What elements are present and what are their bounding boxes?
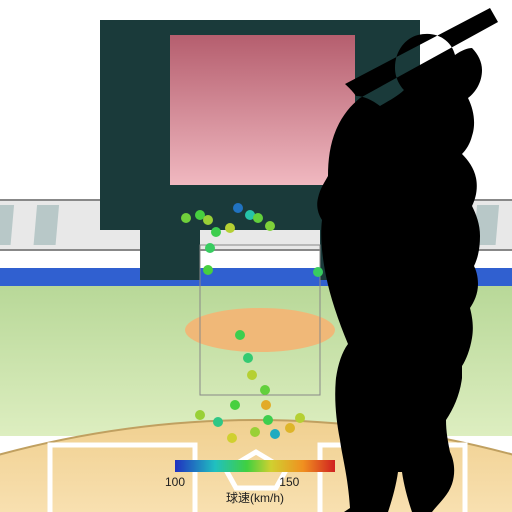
- pitch-point: [265, 221, 275, 231]
- colorbar-label: 球速(km/h): [226, 491, 284, 505]
- pitch-point: [250, 427, 260, 437]
- pitch-point: [261, 400, 271, 410]
- pitch-point: [260, 385, 270, 395]
- pitch-point: [253, 213, 263, 223]
- scoreboard-leg: [140, 230, 200, 280]
- pitch-point: [225, 223, 235, 233]
- pitch-point: [213, 417, 223, 427]
- pitchers-mound: [185, 308, 335, 352]
- pitch-location-diagram: 100 150 球速(km/h): [0, 0, 512, 512]
- pitch-point: [230, 400, 240, 410]
- colorbar-tick: 150: [279, 475, 299, 489]
- pitch-point: [195, 410, 205, 420]
- scoreboard-screen: [170, 35, 355, 185]
- pitch-point: [235, 330, 245, 340]
- pitch-point: [233, 203, 243, 213]
- pitch-point: [243, 353, 253, 363]
- pitch-point: [247, 370, 257, 380]
- pitch-point: [313, 267, 323, 277]
- pitch-point: [263, 415, 273, 425]
- pitch-point: [211, 227, 221, 237]
- pitch-point: [227, 433, 237, 443]
- pitch-point: [295, 413, 305, 423]
- pitch-point: [203, 215, 213, 225]
- pitch-point: [203, 265, 213, 275]
- stands-bar: [34, 205, 59, 245]
- pitch-point: [285, 423, 295, 433]
- pitch-point: [205, 243, 215, 253]
- pitch-point: [181, 213, 191, 223]
- pitch-point: [270, 429, 280, 439]
- colorbar: [175, 460, 335, 472]
- colorbar-tick: 100: [165, 475, 185, 489]
